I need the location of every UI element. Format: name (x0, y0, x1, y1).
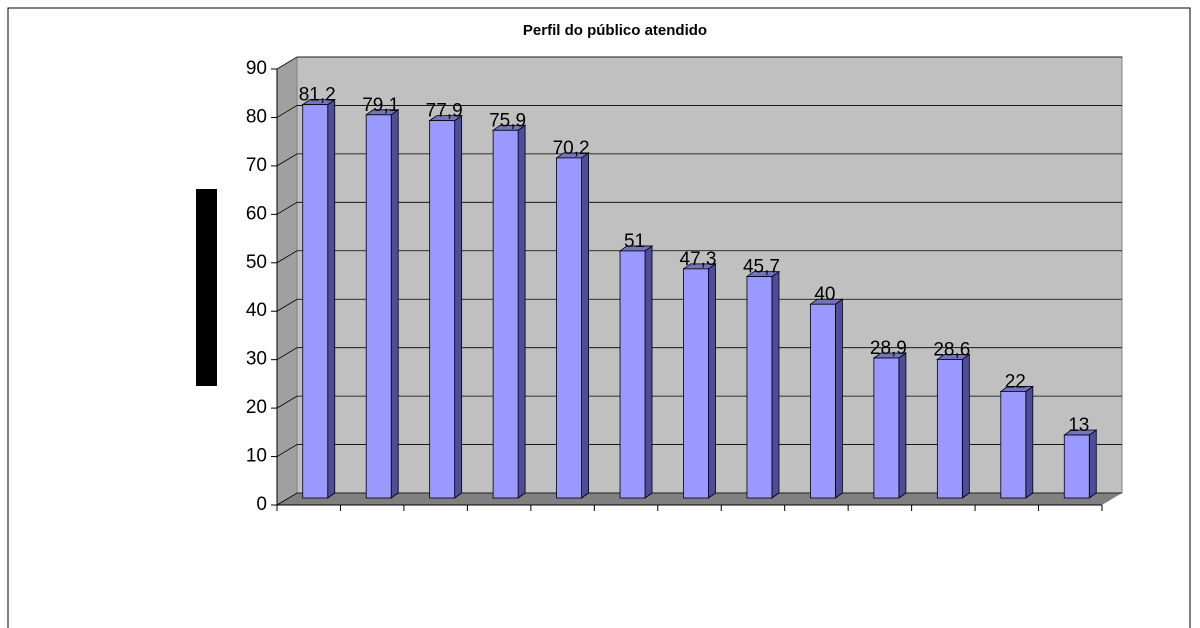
bar-side (454, 114, 463, 499)
grid-line (276, 395, 1122, 409)
grid-line (276, 492, 1122, 506)
value-label: 77,9 (426, 101, 463, 122)
bar-side (835, 298, 843, 499)
bar (999, 385, 1035, 499)
bar (428, 114, 463, 499)
bar-front (619, 250, 646, 499)
bar (1063, 429, 1098, 499)
bar-front (302, 104, 329, 499)
bar (555, 152, 590, 499)
bar-front (746, 276, 773, 499)
y-tick-label: 70 (246, 155, 267, 176)
value-label: 22 (1005, 371, 1026, 392)
grid-line (276, 56, 1122, 70)
bar-side (644, 245, 653, 499)
floor (277, 493, 1122, 505)
bar-front (683, 268, 709, 499)
bar-side (581, 152, 589, 499)
bar-side (327, 98, 336, 499)
bar-front (492, 129, 519, 499)
bar (682, 263, 717, 499)
value-label: 45,7 (743, 257, 780, 278)
bar (809, 298, 844, 499)
y-tick-label: 10 (246, 446, 267, 467)
bar-front (873, 357, 900, 499)
value-label: 28,6 (933, 339, 970, 360)
bar-front (936, 359, 963, 499)
value-label: 81,2 (299, 85, 336, 106)
bar-side (898, 352, 907, 499)
value-label: 28,9 (870, 338, 907, 359)
bar-side (517, 124, 526, 499)
bar (872, 352, 908, 499)
y-tick-label: 90 (246, 58, 267, 79)
bar (936, 353, 971, 499)
bar-side (771, 270, 780, 499)
bar-side (390, 109, 399, 499)
y-tick-label: 50 (246, 252, 267, 273)
y-tick-label: 40 (246, 300, 267, 321)
grid-line (276, 201, 1122, 215)
bar-front (556, 157, 582, 499)
grid-line (276, 153, 1122, 167)
side-wall (277, 57, 297, 505)
bar-front (1063, 434, 1090, 499)
bar-side (1025, 385, 1034, 499)
grid-line (276, 298, 1122, 312)
y-tick-label: 80 (246, 106, 267, 127)
bar (491, 124, 527, 499)
bar-side (708, 263, 716, 499)
bar-side (1088, 429, 1097, 499)
grid-line (276, 250, 1122, 264)
bar (301, 98, 336, 499)
value-label: 47,3 (680, 249, 717, 270)
bar-side (961, 353, 970, 499)
bar (364, 109, 400, 499)
value-label: 79,1 (362, 95, 399, 116)
value-label: 40 (814, 284, 835, 305)
grid-line (276, 347, 1122, 361)
y-tick-label: 0 (256, 494, 267, 515)
bar-front (1000, 391, 1027, 499)
bar-front (810, 303, 836, 499)
bar (618, 245, 654, 499)
value-label: 51 (624, 231, 645, 252)
chart-frame (7, 7, 1191, 628)
grid-line (276, 105, 1122, 118)
y-axis-title (196, 189, 217, 386)
chart-title: Perfil do público atendido (523, 22, 707, 39)
y-tick-label: 20 (246, 397, 267, 418)
bar-front (365, 114, 392, 499)
value-label: 70,2 (553, 138, 590, 159)
value-label: 13 (1068, 415, 1089, 436)
value-label: 75,9 (489, 110, 526, 131)
grid-line (276, 444, 1122, 457)
bar (745, 270, 781, 499)
y-tick-label: 60 (246, 203, 267, 224)
bar-front (429, 120, 456, 499)
y-tick-label: 30 (246, 349, 267, 370)
